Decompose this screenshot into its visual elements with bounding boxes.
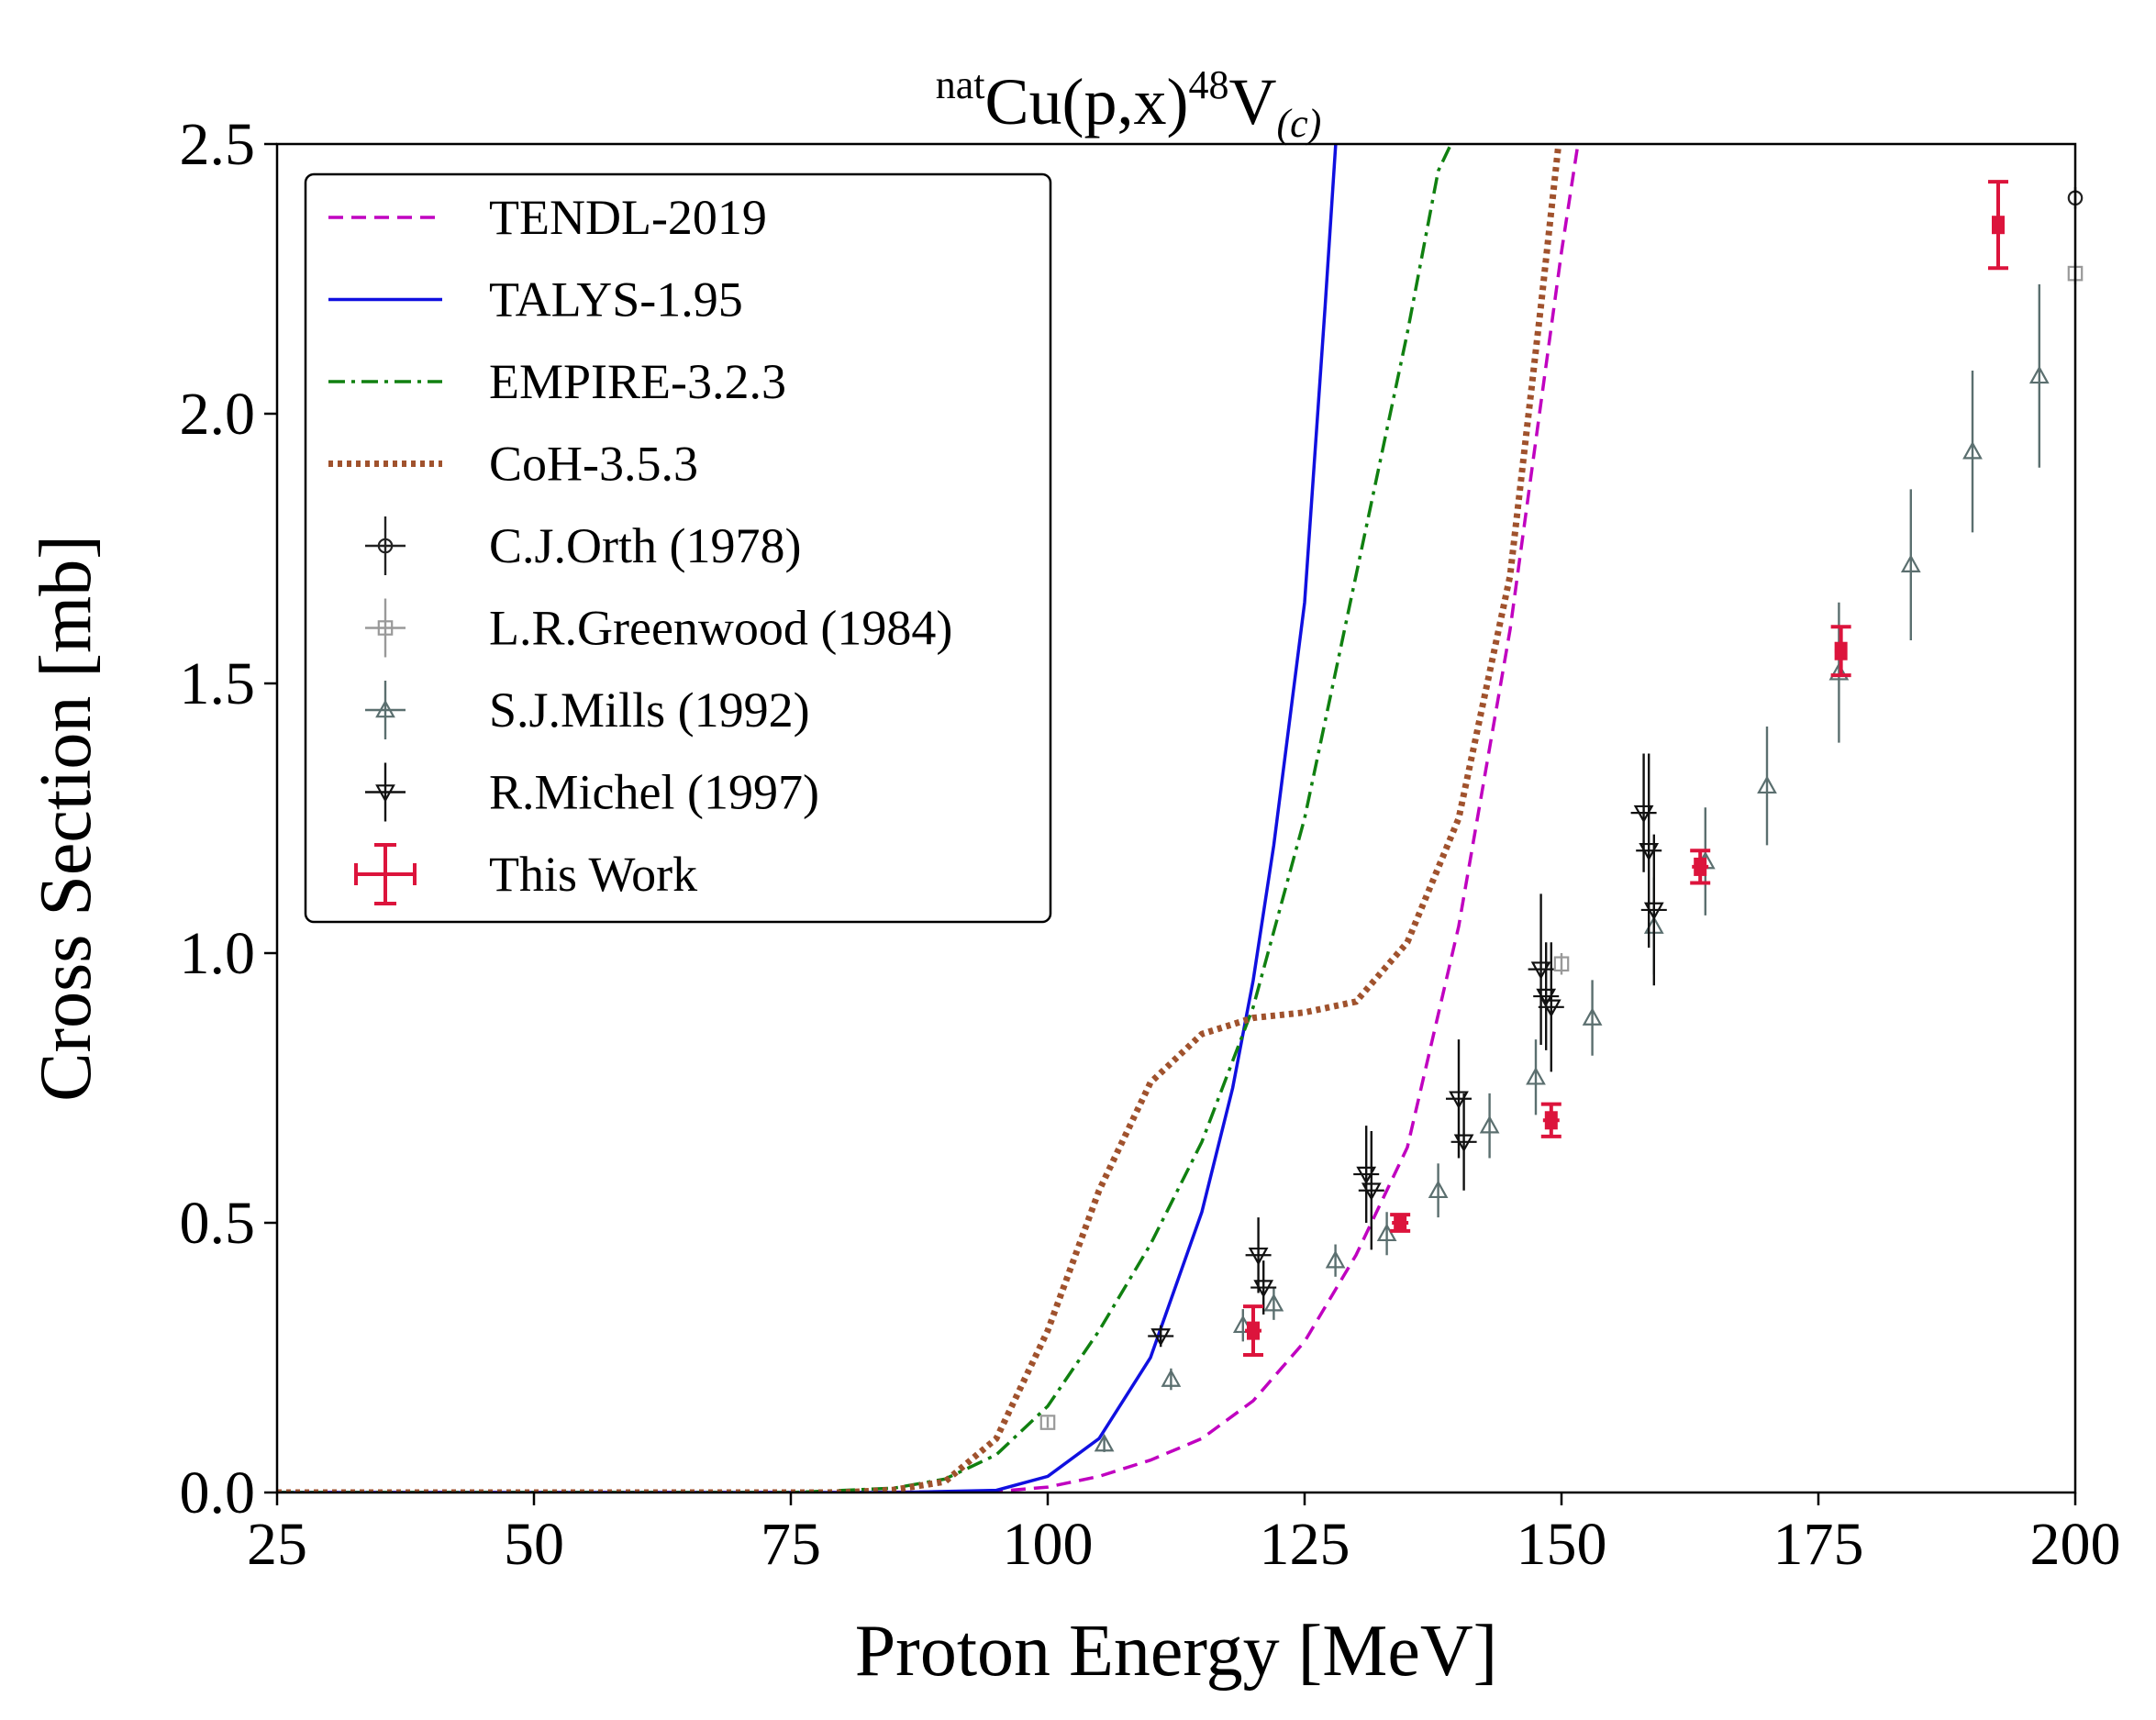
x-tick-label: 100 <box>1003 1511 1094 1578</box>
legend-item: This Work <box>354 843 697 905</box>
legend-item: EMPIRE-3.2.3 <box>328 354 786 409</box>
legend-label: TENDL-2019 <box>489 190 767 245</box>
plot-frame <box>275 142 2077 1494</box>
s-j-mills-1992-point <box>1263 1293 1284 1312</box>
legend-label: EMPIRE-3.2.3 <box>489 354 786 409</box>
s-j-mills-1992-point <box>1900 554 1921 572</box>
s-j-mills-1992-point <box>1094 1433 1115 1452</box>
legend-item: TALYS-1.95 <box>328 272 743 327</box>
y-tick-label: 1.5 <box>180 650 256 717</box>
x-tick-label: 150 <box>1517 1511 1607 1578</box>
curve-talys-1-95 <box>277 144 1338 1493</box>
s-j-mills-1992-point <box>1428 1180 1449 1199</box>
s-j-mills-1992-point <box>1757 775 1777 794</box>
s-j-mills-1992-point <box>2028 365 2050 384</box>
r-michel-1997-point <box>1150 1328 1172 1347</box>
legend-marker <box>375 699 395 718</box>
legend-item: TENDL-2019 <box>328 190 767 245</box>
title-element: V <box>1228 65 1276 139</box>
l-r-greenwood-1984-point <box>1553 956 1570 972</box>
s-j-mills-1992-point <box>1962 440 1983 460</box>
r-michel-1997-point <box>1248 1247 1269 1266</box>
axis-ticks: 25 50 75 100 125 150 175 200 0.0 0.5 1.0 1.5 2.0 2.5 <box>180 111 2121 1578</box>
chart-title: natCu(p,x)48V(c) <box>936 62 1322 146</box>
s-j-mills-1992-point <box>1828 661 1850 681</box>
legend-label: R.Michel (1997) <box>489 765 819 820</box>
s-j-mills-1992-point <box>1376 1223 1397 1242</box>
legend-label: This Work <box>489 847 697 902</box>
y-tick-label: 2.0 <box>180 381 256 448</box>
legend-label: C.J.Orth (1978) <box>489 518 801 573</box>
title-prefix: nat <box>936 62 985 107</box>
y-tick-label: 1.0 <box>180 920 256 987</box>
x-tick-label: 125 <box>1260 1511 1350 1578</box>
s-j-mills-1992-point <box>1582 1007 1603 1026</box>
curve-coh-3-5-3 <box>277 144 1562 1493</box>
x-tick-label: 175 <box>1773 1511 1864 1578</box>
y-tick-label: 0.0 <box>180 1459 256 1526</box>
title-mass: 48 <box>1188 62 1228 107</box>
legend-label: L.R.Greenwood (1984) <box>489 601 952 656</box>
s-j-mills-1992-point <box>1161 1369 1182 1387</box>
x-tick-label: 25 <box>247 1511 307 1578</box>
legend-label: S.J.Mills (1992) <box>489 682 810 738</box>
s-j-mills-1992-point <box>1526 1066 1546 1085</box>
legend-item: C.J.Orth (1978) <box>365 516 801 575</box>
legend: TENDL-2019 TALYS-1.95 EMPIRE-3.2.3 CoH-3.5.… <box>304 172 1052 924</box>
r-michel-1997-point <box>1361 1182 1382 1201</box>
legend-label: TALYS-1.95 <box>489 272 743 327</box>
legend-item: R.Michel (1997) <box>365 762 819 822</box>
legend-marker <box>375 784 395 803</box>
legend-marker <box>377 538 394 554</box>
s-j-mills-1992-point <box>1479 1115 1500 1134</box>
title-main: Cu(p,x) <box>984 65 1188 139</box>
title-subscript: (c) <box>1276 101 1321 146</box>
legend-item: S.J.Mills (1992) <box>365 681 810 739</box>
r-michel-1997-point <box>1453 1134 1474 1153</box>
r-michel-1997-point <box>1643 902 1664 921</box>
s-j-mills-1992-point <box>1325 1249 1346 1269</box>
x-tick-label: 200 <box>2030 1511 2121 1578</box>
r-michel-1997-point <box>1540 999 1561 1018</box>
x-axis-label: Proton Energy [MeV] <box>855 1611 1498 1692</box>
x-tick-label: 75 <box>761 1511 821 1578</box>
curve-tendl-2019 <box>277 144 1580 1493</box>
y-tick-label: 0.5 <box>180 1190 256 1257</box>
l-r-greenwood-1984-point <box>1039 1415 1056 1430</box>
data-points <box>1039 180 2084 1452</box>
legend-label: CoH-3.5.3 <box>489 437 698 492</box>
legend-marker <box>377 620 394 636</box>
legend-item: L.R.Greenwood (1984) <box>365 598 952 658</box>
r-michel-1997-point <box>1253 1280 1274 1298</box>
x-tick-label: 50 <box>504 1511 564 1578</box>
y-axis-label: Cross Section [mb] <box>26 535 106 1102</box>
y-tick-label: 2.5 <box>180 111 256 178</box>
legend-item: CoH-3.5.3 <box>328 437 698 492</box>
model-curves <box>277 144 1580 1493</box>
legend-box <box>304 172 1052 924</box>
